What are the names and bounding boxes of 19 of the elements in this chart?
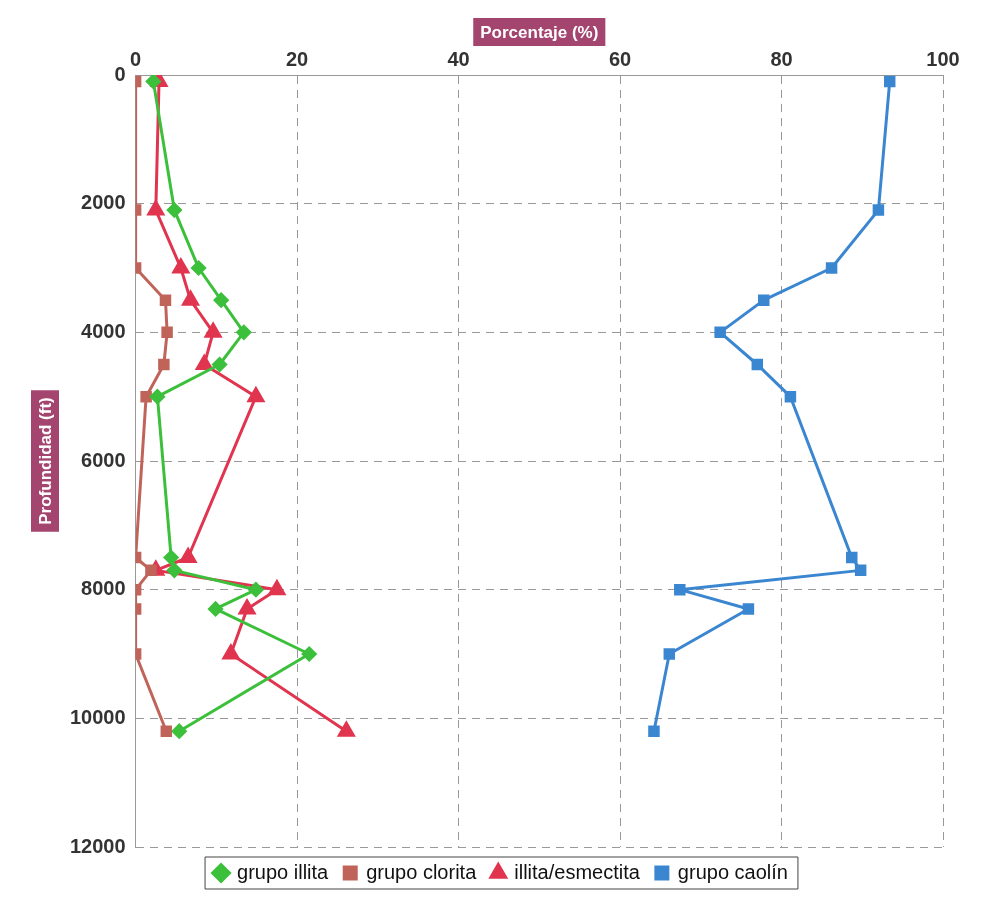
y-axis-title: Profundidad (ft) [35, 397, 55, 525]
x-tick-label: 80 [770, 47, 793, 70]
y-tick-label: 12000 [69, 834, 126, 857]
legend-label: illita/esmectita [514, 860, 641, 883]
y-tick-label: 6000 [81, 448, 126, 471]
y-tick-label: 8000 [81, 577, 126, 600]
legend-label: grupo clorita [366, 860, 478, 883]
y-tick-label: 10000 [69, 705, 126, 728]
y-tick-label: 2000 [81, 191, 126, 214]
x-tick-label: 20 [285, 47, 309, 70]
x-tick-label: 100 [926, 47, 960, 70]
x-axis-title: Porcentaje (%) [480, 22, 599, 42]
x-tick-label: 40 [447, 47, 470, 70]
y-tick-label: 4000 [81, 319, 126, 342]
x-tick-label: 0 [130, 47, 142, 70]
x-tick-label: 60 [608, 47, 632, 70]
y-tick-label: 0 [114, 62, 126, 85]
legend-label: grupo caolín [677, 860, 788, 883]
legend-label: grupo illita [237, 860, 330, 883]
